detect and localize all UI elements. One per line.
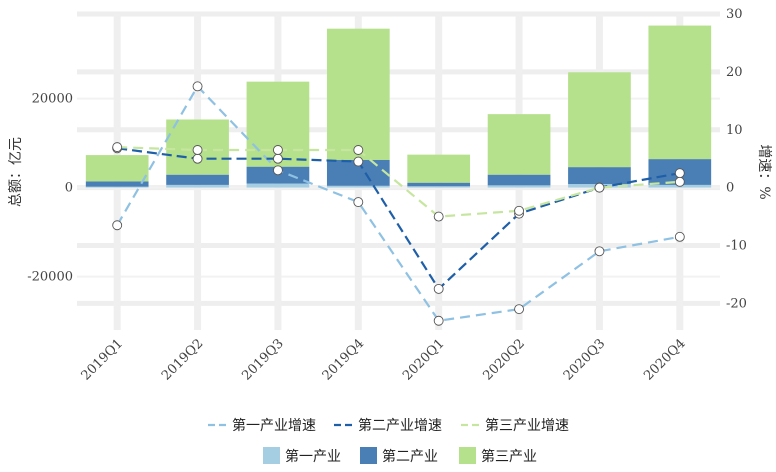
y-right-tick-label: -10 (726, 239, 747, 254)
bar-第二产业 (568, 167, 631, 185)
data-point-第二产业增速 (353, 156, 364, 167)
bar-第三产业 (568, 72, 631, 168)
bar-第三产业 (407, 154, 471, 183)
y-left-tick-label: 20000 (32, 92, 73, 107)
data-point-第一产业增速 (594, 246, 605, 257)
data-point-第一产业增速 (192, 81, 203, 92)
legend-bar-swatch (459, 447, 476, 464)
series-line-第三产业增速 (117, 146, 680, 218)
y-right-tick-label: 0 (726, 181, 734, 196)
lines (112, 81, 685, 326)
data-point-第二产业增速 (674, 168, 685, 179)
x-tick-label: 2020Q3 (561, 336, 608, 383)
data-point-第三产业增速 (514, 205, 525, 216)
data-point-第二产业增速 (433, 283, 444, 294)
data-point-第一产业增速 (433, 315, 444, 326)
data-point-第三产业增速 (192, 145, 203, 155)
legend-label: 第三产业 (481, 448, 537, 465)
data-point-第二产业增速 (192, 153, 203, 164)
data-point-第三产业增速 (272, 145, 283, 155)
data-point-第二产业增速 (272, 153, 283, 164)
data-point-第三产业增速 (594, 182, 605, 193)
x-tick-label: 2020Q4 (641, 336, 688, 383)
bar-第二产业 (166, 174, 229, 185)
y-right-tick-label: 20 (726, 65, 743, 80)
data-point-第三产业增速 (112, 142, 123, 153)
bar-第一产业 (487, 185, 551, 188)
data-point-第三产业增速 (353, 145, 364, 155)
bar-第二产业 (487, 174, 551, 186)
bar-第三产业 (648, 25, 712, 160)
bar-第一产业 (246, 183, 310, 188)
y-left-axis-title: 总额：亿元 (8, 137, 24, 207)
x-tick-label: 2019Q3 (239, 336, 286, 383)
legend-label: 第二产业增速 (358, 417, 442, 434)
bar-第一产业 (326, 185, 390, 188)
y-left-tick-label: 0 (65, 181, 73, 196)
bar-第三产业 (326, 28, 390, 160)
x-tick-label: 2019Q2 (159, 336, 206, 383)
bars (85, 25, 712, 188)
legend-label: 第一产业增速 (232, 417, 316, 434)
data-point-第一产业增速 (353, 197, 364, 208)
legend-bar-swatch (263, 447, 280, 464)
y-left-tick-label: -20000 (27, 270, 73, 285)
bar-第二产业 (407, 182, 471, 187)
bar-第一产业 (166, 184, 229, 188)
data-point-第三产业增速 (433, 211, 444, 222)
data-point-第一产业增速 (112, 220, 123, 231)
x-tick-label: 2019Q1 (79, 336, 126, 383)
bar-第二产业 (85, 181, 149, 187)
legend-bar-swatch (360, 447, 377, 464)
y-right-tick-label: 10 (726, 123, 743, 138)
legend-label: 第三产业增速 (485, 417, 569, 434)
bar-第三产业 (487, 114, 551, 175)
legend-label: 第二产业 (382, 448, 438, 465)
bar-第一产业 (85, 186, 149, 188)
y-right-tick-label: 30 (726, 7, 743, 22)
bar-第一产业 (407, 186, 471, 188)
data-point-第一产业增速 (272, 165, 283, 176)
legend-label: 第一产业 (285, 448, 341, 465)
x-tick-label: 2020Q2 (481, 336, 528, 383)
data-point-第一产业增速 (514, 304, 525, 315)
y-right-tick-label: -20 (726, 296, 747, 311)
series-line-第一产业增速 (116, 84, 681, 322)
x-tick-label: 2020Q1 (400, 336, 447, 383)
y-right-axis-title: 增速：% (756, 144, 772, 199)
bar-第三产业 (85, 155, 149, 182)
data-point-第三产业增速 (674, 176, 685, 187)
x-tick-label: 2019Q4 (320, 336, 367, 383)
data-point-第一产业增速 (674, 231, 685, 242)
series-line-第二产业增速 (117, 147, 681, 291)
